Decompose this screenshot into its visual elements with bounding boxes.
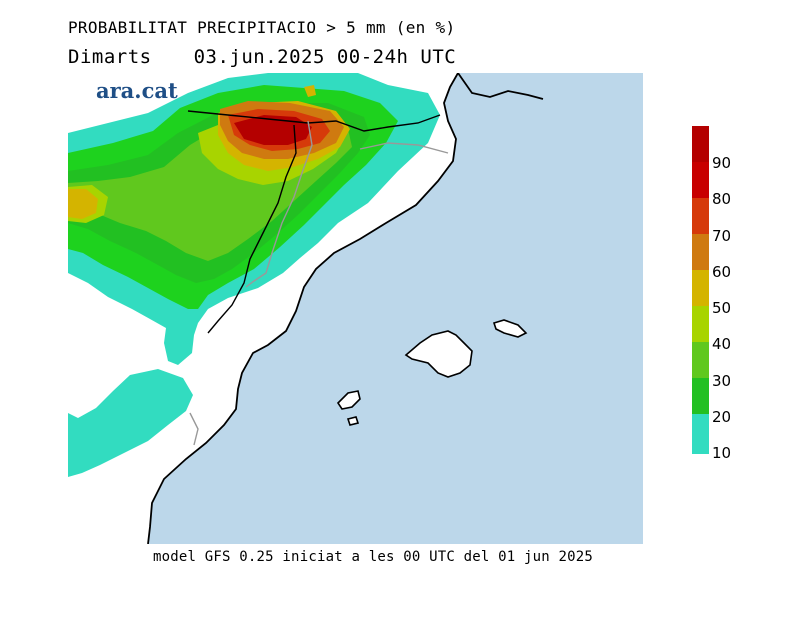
model-footer: model GFS 0.25 iniciat a les 00 UTC del …: [153, 549, 594, 565]
coastline-mainland: [147, 73, 459, 544]
prob-band-10-south: [68, 369, 193, 477]
legend-swatch-top: [692, 126, 709, 162]
ara-cat-logo: ara.cat: [96, 78, 178, 103]
border-aragon: [207, 124, 297, 334]
legend-label: 60: [712, 263, 732, 281]
legend-label: 10: [712, 444, 732, 462]
legend-label: 20: [712, 408, 732, 426]
legend-swatch: [692, 378, 709, 414]
probability-map: [68, 73, 643, 544]
island-mallorca: [404, 330, 473, 378]
island-formentera: [346, 416, 360, 426]
legend-swatch: [692, 342, 709, 378]
prob-band-90: [234, 115, 312, 145]
legend-label: 50: [712, 299, 732, 317]
weekday-label: Dimarts: [68, 46, 152, 68]
island-menorca: [492, 319, 528, 338]
map-subtitle: Dimarts 03.jun.2025 00-24h UTC: [68, 46, 498, 68]
period-label: 03.jun.2025 00-24h UTC: [193, 46, 457, 68]
border-pyrenees: [187, 110, 441, 132]
border-regional-grey: [189, 120, 449, 446]
legend-label: 40: [712, 335, 732, 353]
coastline-north: [457, 73, 544, 100]
legend-swatch: [692, 162, 709, 198]
legend-swatch: [692, 306, 709, 342]
legend-label: 90: [712, 154, 732, 172]
island-ibiza: [336, 390, 361, 410]
legend-label: 30: [712, 372, 732, 390]
legend-label: 80: [712, 190, 732, 208]
legend-swatch: [692, 414, 709, 454]
legend-swatch: [692, 234, 709, 270]
legend-swatch: [692, 270, 709, 306]
legend-swatch: [692, 198, 709, 234]
map-title: PROBABILITAT PRECIPITACIO > 5 mm (en %): [68, 18, 456, 37]
legend-label: 70: [712, 227, 732, 245]
